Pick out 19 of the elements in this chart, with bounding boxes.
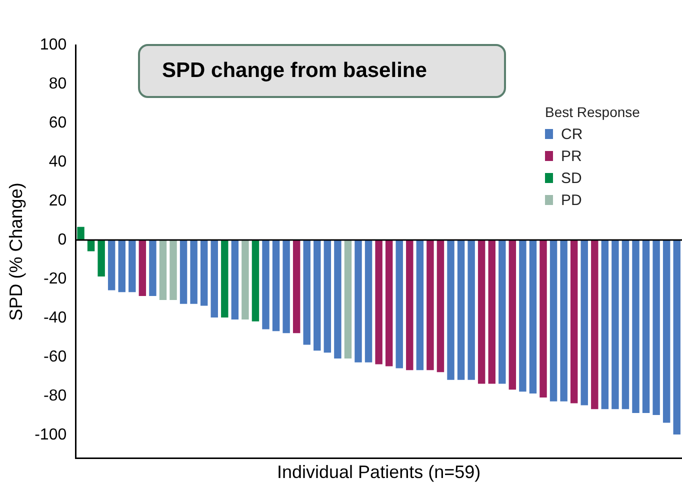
x-axis-title: Individual Patients (n=59) (277, 462, 481, 482)
y-tick-label: -80 (44, 387, 67, 404)
legend-title: Best Response (545, 104, 640, 120)
y-tick-label: -40 (44, 309, 67, 326)
text: SPD change from baseline (162, 59, 427, 83)
y-tick-label: 80 (48, 75, 67, 92)
y-tick-label: -60 (44, 348, 67, 366)
y-tick-label: -20 (44, 270, 67, 288)
y-axis-title: SPD (% Change) (6, 182, 26, 321)
y-tick-label: 100 (40, 36, 67, 54)
legend-label: CR (561, 126, 583, 142)
legend-label: PR (561, 148, 582, 164)
y-tick-label: 0 (58, 231, 67, 248)
legend-label: SD (561, 170, 582, 186)
y-tick-label: -100 (34, 426, 67, 444)
y-tick-label: 60 (48, 114, 67, 132)
legend-label: PD (561, 192, 582, 208)
y-tick-label: 40 (48, 153, 67, 170)
y-tick-label: 20 (48, 192, 67, 210)
